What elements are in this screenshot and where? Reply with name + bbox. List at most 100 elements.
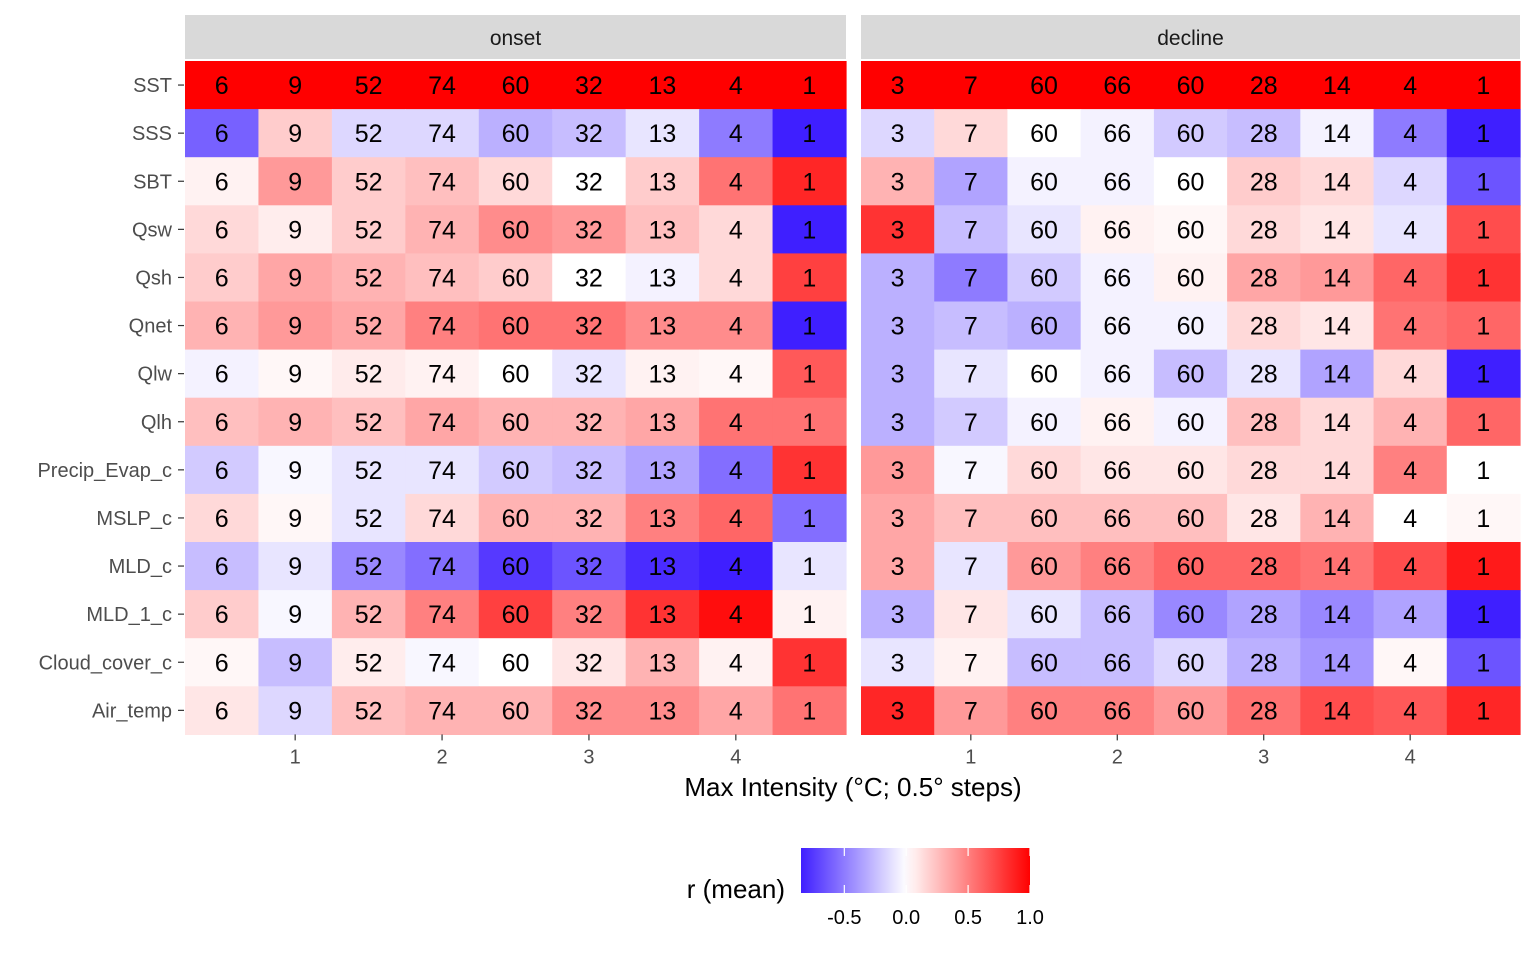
cell-count-label: 52 — [355, 649, 383, 677]
heatmap-cell — [1446, 109, 1521, 158]
cell-count-label: 4 — [729, 168, 743, 196]
cell-count-label: 4 — [729, 120, 743, 148]
cell-count-label: 32 — [575, 649, 603, 677]
heatmap-cell — [1153, 205, 1228, 254]
heatmap-cell — [625, 205, 700, 254]
heatmap-cell — [1080, 301, 1155, 351]
heatmap-cell — [934, 301, 1009, 351]
cell-count-label: 1 — [802, 409, 816, 437]
cell-count-label: 32 — [575, 553, 603, 581]
heatmap-cell — [861, 638, 935, 687]
heatmap-cell — [1227, 397, 1301, 447]
heatmap-cell — [331, 493, 406, 543]
y-tick-label: Air_temp — [92, 700, 172, 722]
heatmap-cell — [1153, 686, 1228, 735]
heatmap-cell — [625, 445, 700, 495]
heatmap-cell — [1300, 542, 1375, 591]
y-tick-label: Qsw — [132, 219, 173, 241]
heatmap-cell — [1300, 61, 1375, 110]
heatmap-cell — [772, 493, 847, 543]
heatmap-cell — [699, 109, 774, 158]
heatmap-cell — [552, 301, 627, 351]
heatmap-cell — [934, 493, 1009, 543]
heatmap-cell — [1007, 61, 1082, 110]
heatmap-cell — [1227, 109, 1301, 158]
cell-count-label: 7 — [964, 409, 978, 437]
cell-count-label: 74 — [428, 697, 456, 725]
heatmap-cell — [772, 301, 847, 351]
heatmap-cell — [625, 638, 700, 687]
heatmap-cell — [478, 61, 553, 110]
cell-count-label: 1 — [1476, 457, 1490, 485]
cell-count-label: 4 — [729, 457, 743, 485]
x-tick-label: 1 — [965, 746, 976, 768]
heatmap-cell — [478, 253, 553, 303]
cell-count-label: 14 — [1323, 313, 1351, 341]
cell-count-label: 60 — [1030, 361, 1058, 389]
cell-count-label: 7 — [964, 313, 978, 341]
cell-count-label: 60 — [502, 168, 530, 196]
cell-count-label: 9 — [288, 601, 302, 629]
heatmap-cell — [478, 349, 553, 399]
cell-count-label: 52 — [355, 505, 383, 533]
heatmap-cell — [625, 253, 700, 303]
heatmap-cell — [861, 493, 935, 543]
heatmap-cell — [861, 686, 935, 735]
heatmap-cell — [331, 445, 406, 495]
cell-count-label: 7 — [964, 649, 978, 677]
cell-count-label: 32 — [575, 264, 603, 292]
heatmap-cell — [258, 590, 333, 639]
legend-tick-label: 1.0 — [1016, 907, 1044, 929]
cell-count-label: 13 — [648, 601, 676, 629]
cell-count-label: 74 — [428, 72, 456, 100]
cell-count-label: 3 — [891, 120, 905, 148]
heatmap-cell — [1373, 686, 1448, 735]
heatmap-cell — [405, 542, 480, 591]
heatmap-cell — [625, 157, 700, 206]
cell-count-label: 74 — [428, 313, 456, 341]
heatmap-cell — [699, 253, 774, 303]
heatmap-cell — [1227, 157, 1301, 206]
cell-count-label: 60 — [1030, 457, 1058, 485]
heatmap-cell — [1007, 397, 1082, 447]
cell-count-label: 6 — [215, 457, 229, 485]
cell-count-label: 1 — [802, 697, 816, 725]
cell-count-label: 14 — [1323, 553, 1351, 581]
heatmap-cell — [1300, 493, 1375, 543]
cell-count-label: 28 — [1250, 697, 1278, 725]
heatmap-cell — [478, 445, 553, 495]
heatmap-cell — [552, 61, 627, 110]
heatmap-cell — [405, 349, 480, 399]
heatmap-cell — [934, 205, 1009, 254]
heatmap-cell — [405, 253, 480, 303]
facet-strip-decline — [861, 15, 1520, 59]
cell-count-label: 4 — [729, 649, 743, 677]
heatmap-cell — [934, 590, 1009, 639]
heatmap-cell — [1300, 638, 1375, 687]
heatmap-cell — [478, 542, 553, 591]
cell-count-label: 4 — [729, 313, 743, 341]
cell-count-label: 52 — [355, 72, 383, 100]
cell-count-label: 28 — [1250, 553, 1278, 581]
cell-count-label: 6 — [215, 216, 229, 244]
heatmap-cell — [861, 205, 935, 254]
cell-count-label: 32 — [575, 457, 603, 485]
cell-count-label: 60 — [1030, 409, 1058, 437]
heatmap-cell — [1080, 493, 1155, 543]
heatmap-cell — [331, 349, 406, 399]
heatmap-cell — [772, 205, 847, 254]
cell-count-label: 7 — [964, 264, 978, 292]
cell-count-label: 4 — [729, 553, 743, 581]
heatmap-cell — [1300, 445, 1375, 495]
cell-count-label: 4 — [1403, 697, 1417, 725]
y-tick-label: Qnet — [129, 316, 173, 338]
cell-count-label: 28 — [1250, 72, 1278, 100]
heatmap-cell — [1446, 638, 1521, 687]
cell-count-label: 9 — [288, 72, 302, 100]
cell-count-label: 66 — [1103, 649, 1131, 677]
cell-count-label: 14 — [1323, 264, 1351, 292]
heatmap-cell — [1007, 109, 1082, 158]
heatmap-cell — [1373, 590, 1448, 639]
cell-count-label: 6 — [215, 505, 229, 533]
cell-count-label: 7 — [964, 361, 978, 389]
